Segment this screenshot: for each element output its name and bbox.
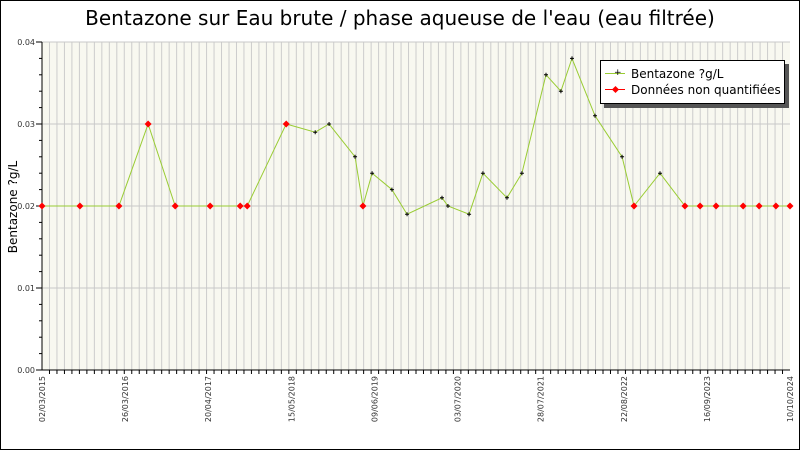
- non-quantified-point: [712, 202, 720, 210]
- legend: + Bentazone ?g/L Données non quantifiées: [600, 60, 785, 104]
- chart-title: Bentazone sur Eau brute / phase aqueuse …: [85, 6, 715, 30]
- y-tick-label: 0.04: [17, 38, 35, 47]
- data-point: [658, 171, 663, 176]
- data-point: [327, 122, 332, 126]
- data-point: [519, 171, 524, 176]
- non-quantified-point: [772, 202, 780, 210]
- x-tick-label: 15/05/2018: [287, 376, 296, 422]
- y-tick-label: 0.01: [17, 284, 35, 293]
- non-quantified-point: [696, 202, 704, 210]
- data-point: [445, 204, 450, 208]
- non-quantified-point: [38, 202, 46, 210]
- data-point: [389, 187, 394, 192]
- data-point: [405, 212, 410, 217]
- legend-label: Données non quantifiées: [631, 83, 781, 97]
- non-quantified-point: [76, 202, 84, 210]
- x-tick-label: 16/09/2023: [703, 376, 712, 422]
- y-tick-label: 0.00: [17, 366, 35, 375]
- x-tick-label: 10/10/2024: [786, 376, 795, 422]
- non-quantified-point: [755, 202, 763, 210]
- data-point: [467, 212, 472, 217]
- x-tick-label: 22/08/2022: [620, 376, 629, 422]
- y-tick-label: 0.03: [17, 120, 35, 129]
- non-quantified-point: [630, 202, 638, 210]
- non-quantified-point: [171, 202, 179, 210]
- data-point: [558, 89, 563, 94]
- x-tick-label: 26/03/2016: [121, 376, 130, 422]
- non-quantified-point: [144, 120, 152, 128]
- y-tick-label: 0.02: [17, 202, 35, 211]
- x-tick-label: 20/04/2017: [204, 376, 213, 422]
- legend-label: Bentazone ?g/L: [631, 67, 724, 81]
- data-point: [353, 154, 358, 159]
- non-quantified-point: [739, 202, 747, 210]
- legend-item-non-quantified: Données non quantifiées: [605, 82, 781, 98]
- non-quantified-point: [243, 202, 251, 210]
- data-point: [480, 171, 485, 176]
- x-tick-label: 28/07/2021: [537, 376, 546, 422]
- non-quantified-point: [786, 202, 794, 210]
- data-point: [504, 195, 509, 200]
- x-tick-label: 09/06/2019: [370, 376, 379, 422]
- data-point: [439, 195, 444, 200]
- data-point: [620, 154, 625, 159]
- data-point: [593, 113, 598, 118]
- data-point: [313, 130, 318, 135]
- legend-line-marker-icon: +: [605, 66, 625, 82]
- non-quantified-point: [359, 202, 367, 210]
- legend-red-marker-icon: [605, 82, 625, 98]
- non-quantified-point: [282, 120, 290, 128]
- data-point: [370, 171, 375, 176]
- non-quantified-point: [236, 202, 244, 210]
- x-tick-label: 03/07/2020: [454, 376, 463, 422]
- legend-item-bentazone: + Bentazone ?g/L: [605, 66, 723, 82]
- non-quantified-point: [115, 202, 123, 210]
- non-quantified-point: [206, 202, 214, 210]
- data-point: [569, 56, 574, 61]
- x-tick-label: 02/03/2015: [38, 376, 47, 422]
- non-quantified-point: [681, 202, 689, 210]
- data-point: [543, 72, 548, 77]
